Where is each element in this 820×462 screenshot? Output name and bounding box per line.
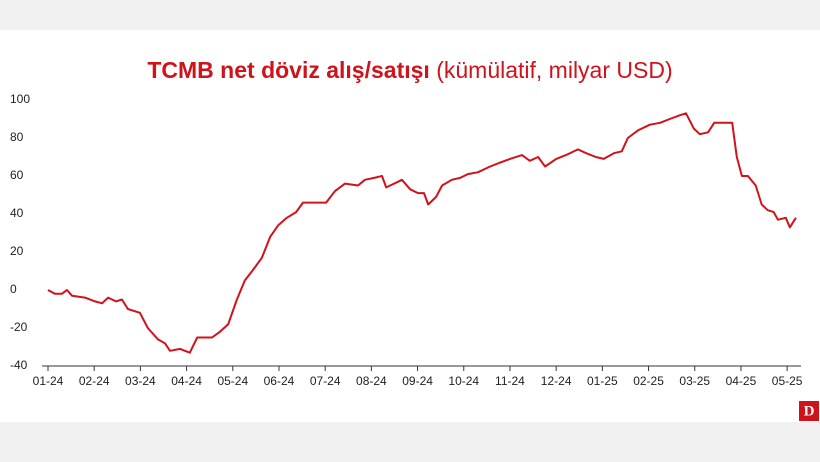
y-tick-label: 0 [10, 282, 17, 296]
x-tick-label: 04-24 [171, 374, 202, 388]
y-tick-label: 20 [10, 244, 24, 258]
x-tick-label: 12-24 [541, 374, 572, 388]
y-tick-label: -20 [10, 320, 28, 334]
chart-subtitle: (kümülatif, milyar USD) [436, 57, 672, 83]
x-tick-label: 08-24 [356, 374, 387, 388]
y-tick-label: -40 [10, 358, 28, 372]
x-tick-label: 01-24 [33, 374, 64, 388]
y-tick-label: 60 [10, 168, 24, 182]
x-tick-label: 10-24 [448, 374, 479, 388]
y-tick-label: 40 [10, 206, 24, 220]
x-tick-label: 11-24 [495, 374, 525, 388]
x-tick-label: 01-25 [587, 374, 618, 388]
x-tick-label: 02-25 [633, 374, 664, 388]
x-tick-label: 07-24 [310, 374, 341, 388]
x-tick-label: 03-24 [125, 374, 156, 388]
chart-title-group: TCMB net döviz alış/satışı (kümülatif, m… [147, 57, 672, 83]
x-tick-label: 05-25 [772, 374, 803, 388]
x-tick-label: 05-24 [217, 374, 248, 388]
logo-box [799, 401, 819, 421]
x-tick-label: 06-24 [264, 374, 295, 388]
x-tick-label: 09-24 [402, 374, 433, 388]
logo: D [804, 403, 815, 419]
y-tick-label: 100 [10, 92, 30, 106]
y-tick-label: 80 [10, 130, 24, 144]
x-tick-label: 04-25 [726, 374, 757, 388]
panel [0, 30, 820, 422]
x-tick-label: 03-25 [679, 374, 710, 388]
line-series [47, 112, 797, 354]
chart-title: TCMB net döviz alış/satışı [147, 57, 429, 83]
x-tick-label: 02-24 [79, 374, 110, 388]
